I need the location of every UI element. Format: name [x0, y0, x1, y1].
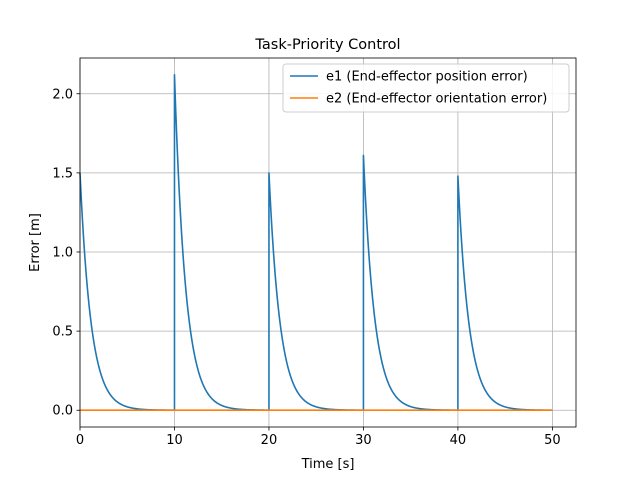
legend-box	[282, 63, 570, 113]
y-tick-label: 2.0	[52, 87, 73, 102]
x-tick-label: 20	[261, 433, 278, 448]
series-layer	[79, 73, 553, 412]
x-axis-label: Time [s]	[301, 457, 355, 472]
x-tick-label: 10	[166, 433, 183, 448]
legend-label-2: e2 (End-effector orientation error)	[326, 92, 547, 107]
x-tick-label: 50	[544, 433, 561, 448]
x-tick-label: 0	[76, 433, 84, 448]
y-tick-label: 0.5	[52, 325, 73, 340]
x-tick-label: 30	[355, 433, 372, 448]
y-tick-label: 0.0	[52, 404, 73, 419]
plot-area	[80, 58, 576, 427]
x-tick-label: 40	[450, 433, 467, 448]
x-axis: 0 10 20 30 40 50	[76, 427, 561, 448]
legend-label-1: e1 (End-effector position error)	[326, 70, 528, 85]
legend: e1 (End-effector position error) e2 (End-…	[282, 63, 570, 113]
y-axis-label: Error [m]	[28, 213, 43, 272]
y-axis: 0.0 0.5 1.0 1.5 2.0	[52, 87, 80, 419]
chart-title: Task-Priority Control	[254, 37, 400, 53]
y-tick-label: 1.0	[52, 245, 73, 260]
plot-frame	[79, 57, 577, 428]
y-tick-label: 1.5	[52, 166, 73, 181]
